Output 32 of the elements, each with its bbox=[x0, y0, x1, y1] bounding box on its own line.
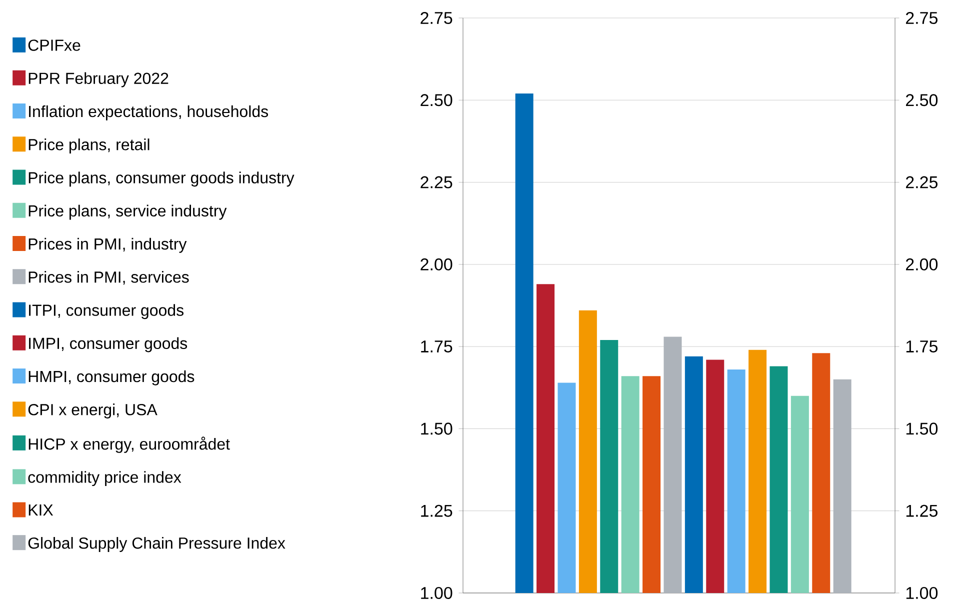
legend-label: Price plans, consumer goods industry bbox=[28, 172, 294, 187]
legend-label: CPIFxe bbox=[28, 40, 80, 51]
legend-label: HMPI, consumer goods bbox=[28, 370, 194, 386]
legend-label: HICP x energy, euroområdet bbox=[28, 436, 230, 453]
y2-tick-label: 1.25 bbox=[906, 504, 938, 517]
y2-tick-label: 1.75 bbox=[906, 340, 938, 352]
y-tick-label: 1.25 bbox=[421, 504, 452, 517]
legend-label: PPR February 2022 bbox=[28, 72, 168, 88]
legend-label: Prices in PMI, services bbox=[28, 271, 189, 285]
legend-label: Price plans, service industry bbox=[28, 204, 227, 220]
y2-tick-label: 1.50 bbox=[906, 422, 938, 435]
legend-label: Global Supply Chain Pressure Index bbox=[28, 537, 286, 552]
y2-tick-label: 2.25 bbox=[906, 176, 938, 188]
y-tick-label: 1.00 bbox=[421, 586, 452, 600]
y-tick-label: 2.75 bbox=[420, 12, 452, 24]
legend-label: ITPI, consumer goods bbox=[29, 304, 184, 320]
legend-label: Price plans, retail bbox=[28, 138, 150, 154]
legend-label: KIX bbox=[28, 504, 54, 516]
y-tick-label: 2.50 bbox=[420, 94, 452, 106]
y-tick-label: 2.00 bbox=[420, 258, 452, 270]
legend-label: commidity price index bbox=[28, 471, 182, 486]
y-tick-label: 1.50 bbox=[421, 422, 452, 435]
y-tick-label: 1.75 bbox=[421, 340, 452, 352]
legend-label: CPI x energi, USA bbox=[28, 404, 158, 418]
y2-tick-label: 2.00 bbox=[906, 258, 938, 270]
y-tick-label: 2.25 bbox=[420, 176, 452, 188]
legend-label: IMPI, consumer goods bbox=[29, 337, 188, 352]
y2-tick-label: 2.75 bbox=[906, 12, 938, 24]
legend-label: Prices in PMI, industry bbox=[28, 238, 187, 253]
y2-tick-label: 1.00 bbox=[906, 586, 938, 600]
legend-label: Inflation expectations, households bbox=[29, 105, 268, 120]
y2-tick-label: 2.50 bbox=[906, 94, 938, 106]
